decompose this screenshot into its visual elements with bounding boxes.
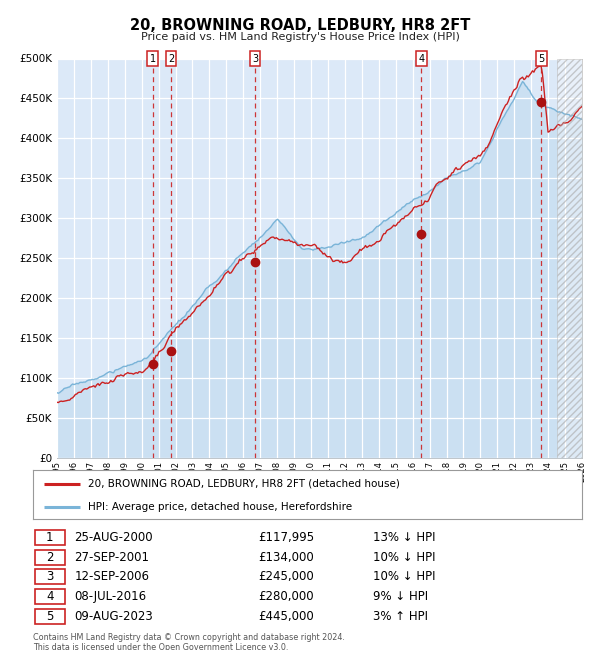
Text: 3% ↑ HPI: 3% ↑ HPI (373, 610, 428, 623)
Text: 09-AUG-2023: 09-AUG-2023 (74, 610, 153, 623)
Text: 1: 1 (46, 530, 53, 543)
Text: 13% ↓ HPI: 13% ↓ HPI (373, 530, 436, 543)
Text: £445,000: £445,000 (258, 610, 314, 623)
Text: 3: 3 (46, 570, 53, 583)
FancyBboxPatch shape (35, 609, 65, 624)
Text: 5: 5 (46, 610, 53, 623)
Text: 08-JUL-2016: 08-JUL-2016 (74, 590, 146, 603)
Text: 27-SEP-2001: 27-SEP-2001 (74, 551, 149, 564)
Text: 12-SEP-2006: 12-SEP-2006 (74, 570, 149, 583)
Text: Contains HM Land Registry data © Crown copyright and database right 2024.
This d: Contains HM Land Registry data © Crown c… (33, 633, 345, 650)
Text: 4: 4 (46, 590, 53, 603)
Text: 20, BROWNING ROAD, LEDBURY, HR8 2FT (detached house): 20, BROWNING ROAD, LEDBURY, HR8 2FT (det… (88, 478, 400, 489)
Text: 3: 3 (252, 53, 258, 64)
Text: 20, BROWNING ROAD, LEDBURY, HR8 2FT: 20, BROWNING ROAD, LEDBURY, HR8 2FT (130, 18, 470, 33)
FancyBboxPatch shape (35, 589, 65, 604)
Text: HPI: Average price, detached house, Herefordshire: HPI: Average price, detached house, Here… (88, 502, 352, 512)
Text: 4: 4 (418, 53, 425, 64)
FancyBboxPatch shape (35, 530, 65, 545)
Text: 9% ↓ HPI: 9% ↓ HPI (373, 590, 428, 603)
Text: 2: 2 (168, 53, 175, 64)
Text: £245,000: £245,000 (258, 570, 314, 583)
Text: Price paid vs. HM Land Registry's House Price Index (HPI): Price paid vs. HM Land Registry's House … (140, 32, 460, 42)
Text: 5: 5 (538, 53, 545, 64)
Text: 10% ↓ HPI: 10% ↓ HPI (373, 570, 436, 583)
Text: 2: 2 (46, 551, 53, 564)
Text: £134,000: £134,000 (258, 551, 314, 564)
FancyBboxPatch shape (35, 549, 65, 565)
Text: 10% ↓ HPI: 10% ↓ HPI (373, 551, 436, 564)
Text: £280,000: £280,000 (258, 590, 314, 603)
FancyBboxPatch shape (35, 569, 65, 584)
Text: 1: 1 (149, 53, 155, 64)
Text: £117,995: £117,995 (258, 530, 314, 543)
Text: 25-AUG-2000: 25-AUG-2000 (74, 530, 153, 543)
